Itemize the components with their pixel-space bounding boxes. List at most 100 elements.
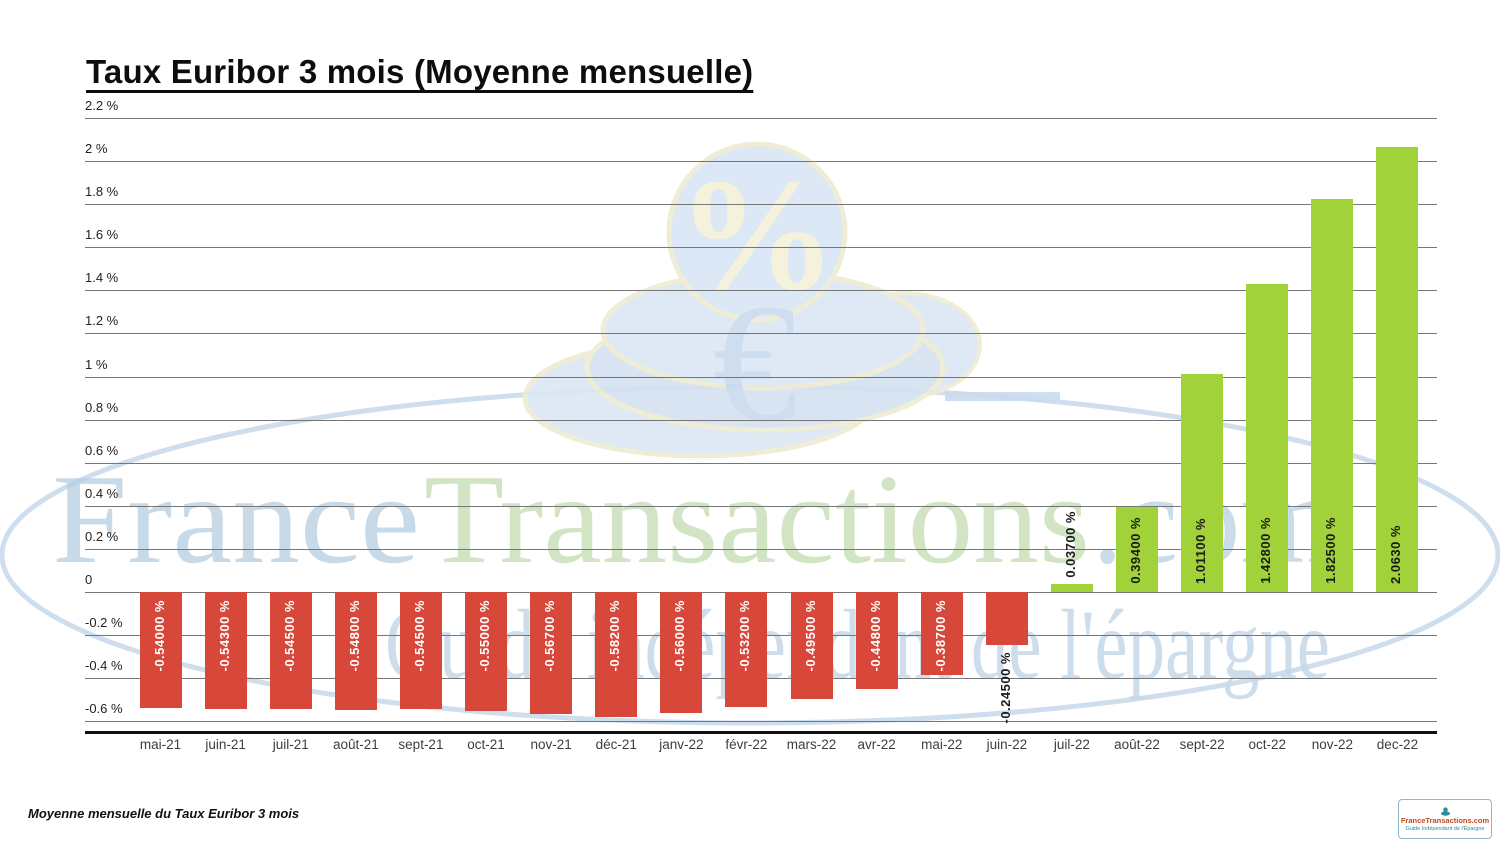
bar [334,592,377,711]
x-tick-label: févr-22 [725,737,768,752]
watermark-euro-glyph: € [713,269,798,457]
x-tick-label: mars-22 [786,737,837,752]
x-tick-label: oct-21 [467,737,505,752]
y-tick-label: 2.2 % [85,98,119,113]
bar [1246,284,1289,592]
bar [399,592,442,710]
bar-value-label: -0.49500 % [802,600,818,672]
y-tick-label: 1 % [85,357,108,372]
x-tick-label: dec-22 [1376,737,1419,752]
bar-value-label: 1.42800 % [1258,517,1274,584]
bar [1181,374,1224,592]
bar-value-label: -0.56700 % [542,600,558,672]
bar-value-label: -0.53200 % [737,600,753,672]
x-tick-label: août-21 [332,737,379,752]
y-tick-label: 0.6 % [85,443,119,458]
bar-value-label: -0.44800 % [867,600,883,672]
bar [985,592,1028,645]
x-tick-label: déc-21 [595,737,637,752]
chart-footnote: Moyenne mensuelle du Taux Euribor 3 mois [28,806,300,821]
bar-value-label: 2.0630 % [1388,525,1404,584]
gridline [85,420,1437,421]
gridline [85,463,1437,464]
bar-value-label: 1.01100 % [1193,518,1209,584]
bar-value-label: -0.58200 % [607,600,623,672]
bar [465,592,508,711]
bar [139,592,182,709]
x-tick-label: mai-22 [921,737,963,752]
bar [1376,147,1419,592]
bar [920,592,963,676]
watermark-word-france: France [52,448,420,590]
y-tick-label: 0.4 % [85,486,119,501]
gridline [85,290,1437,291]
y-tick-label: 1.2 % [85,313,119,328]
bar [269,592,312,710]
gridline [85,161,1437,162]
watermark-percent-glyph: % [677,145,837,323]
y-tick-label: 1.4 % [85,270,119,285]
gridline [85,247,1437,248]
gridline [85,204,1437,205]
bar [855,592,898,689]
bar [1116,507,1159,592]
x-tick-label: oct-22 [1248,737,1287,752]
bar [1050,584,1093,592]
x-tick-label: janv-22 [659,737,704,752]
page-title: Taux Euribor 3 mois (Moyenne mensuelle) [86,53,754,90]
bar-value-label: 0.39400 % [1128,517,1144,584]
bar [1311,198,1354,592]
gridline [85,118,1437,119]
x-tick-label: mai-21 [139,737,182,752]
bar-value-label: -0.24500 % [997,651,1013,724]
percent-euro-coins-icon: % € [522,141,1060,459]
x-tick-label: juin-21 [205,737,246,752]
bar-value-label: 1.82500 % [1323,517,1339,584]
watermark-word-transactions: Transactions [424,448,1090,590]
gridline [85,377,1437,378]
bar-value-label: -0.54500 % [281,600,297,672]
y-tick-label: 2 % [85,141,108,156]
gridline [85,333,1437,334]
y-tick-label: 0 [85,572,93,587]
x-tick-label: juil-21 [272,737,309,752]
x-tick-label: juil-22 [1053,737,1090,752]
y-tick-label: -0.6 % [85,701,123,716]
logo-badge-title: FranceTransactions.com [1400,816,1490,825]
y-tick-label: 1.8 % [85,184,119,199]
y-tick-label: -0.2 % [85,615,123,630]
bar [530,592,573,715]
bar-value-label: 0.03700 % [1062,511,1078,579]
bar-value-label: -0.54000 % [151,600,167,672]
x-tick-label: août-22 [1114,737,1160,752]
bar [204,592,247,710]
bar-value-label: -0.54500 % [411,600,427,672]
x-tick-label: avr-22 [857,737,896,752]
x-tick-label: sept-21 [398,737,444,752]
y-tick-label: 0.8 % [85,400,119,415]
logo-badge: FranceTransactions.com Guide Indépendant… [1398,799,1492,839]
bar [790,592,833,699]
bar-value-label: -0.56000 % [672,600,688,672]
gridline [85,506,1437,507]
x-axis-line [85,731,1437,734]
x-tick-label: juin-22 [986,737,1028,752]
x-tick-label: sept-22 [1179,737,1225,752]
x-tick-label: nov-21 [530,737,572,752]
bar-value-label: -0.54800 % [346,600,362,672]
gridline [85,721,1437,722]
logo-badge-subtitle: Guide Indépendant de l'Épargne [1405,826,1485,832]
y-tick-label: 0.2 % [85,529,119,544]
logo-badge-icon [1440,807,1450,816]
x-tick-label: nov-22 [1311,737,1353,752]
bar [660,592,703,713]
bar [595,592,638,718]
y-tick-label: -0.4 % [85,658,123,673]
gridline [85,549,1437,550]
bar-value-label: -0.38700 % [932,600,948,672]
y-tick-label: 1.6 % [85,227,119,242]
bar [725,592,768,707]
bar-value-label: -0.54300 % [216,600,232,672]
